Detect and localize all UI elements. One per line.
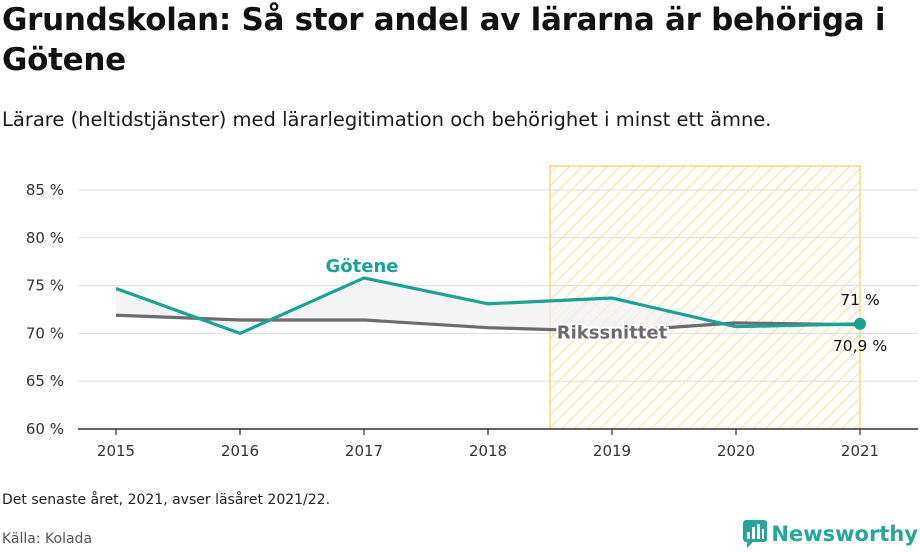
y-tick-label: 70 % — [26, 324, 64, 342]
footnote: Det senaste året, 2021, avser läsåret 20… — [2, 492, 331, 508]
source: Källa: Kolada — [2, 531, 93, 547]
labels: Götene Rikssnittet 71 % 70,9 % — [326, 256, 888, 355]
grid: 60 % 65 % 70 % 75 % 80 % 85 % 2015 2016 2017 2018… — [26, 181, 918, 460]
x-tick-label: 2019 — [593, 442, 631, 460]
y-tick-label: 80 % — [26, 229, 64, 247]
x-tick-label: 2021 — [841, 442, 879, 460]
series-label-rikssnittet: Rikssnittet — [557, 322, 668, 343]
chart-subtitle: Lärare (heltidstjänster) med lärarlegiti… — [2, 108, 772, 131]
series-line-gotene — [115, 276, 861, 335]
x-tick-label: 2015 — [97, 442, 135, 460]
value-label-gotene: 71 % — [840, 291, 879, 309]
series-lines — [115, 276, 866, 335]
newsworthy-logo-icon — [743, 520, 768, 548]
value-label-rikssnittet: 70,9 % — [833, 337, 887, 355]
end-point-gotene — [854, 317, 866, 330]
x-tick-label: 2017 — [345, 442, 383, 460]
series-label-gotene: Götene — [326, 256, 399, 277]
x-tick-label: 2018 — [469, 442, 507, 460]
x-tick-label: 2020 — [717, 442, 755, 460]
brand-logo: Newsworthy — [743, 520, 918, 548]
y-tick-label: 60 % — [26, 420, 64, 438]
y-tick-label: 85 % — [26, 181, 64, 199]
x-tick-label: 2016 — [221, 442, 259, 460]
y-tick-label: 75 % — [26, 277, 64, 295]
series-line-rikssnittet — [115, 313, 861, 334]
brand-name: Newsworthy — [771, 522, 918, 546]
y-tick-label: 65 % — [26, 372, 64, 390]
chart-title: Grundskolan: Så stor andel av lärarna är… — [2, 2, 886, 78]
line-chart: 60 % 65 % 70 % 75 % 80 % 85 % 2015 2016 2017 2018… — [26, 165, 918, 460]
